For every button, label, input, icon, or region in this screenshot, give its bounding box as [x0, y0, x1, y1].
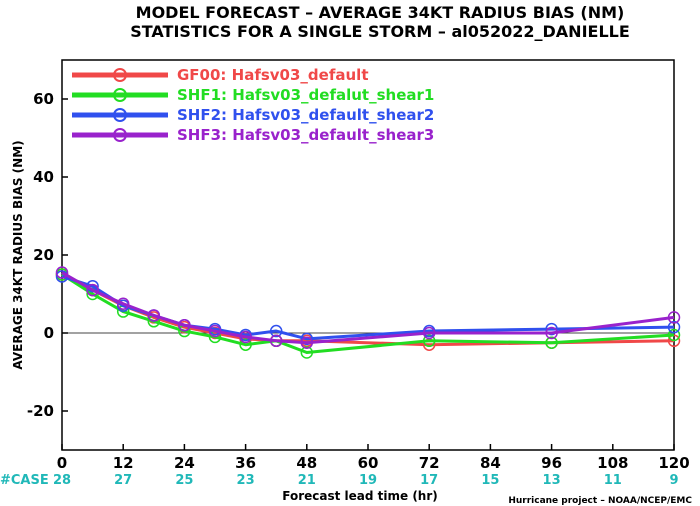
case-count: 19 [359, 473, 377, 488]
x-tick-label: 84 [480, 454, 501, 472]
series-line [61, 271, 675, 345]
legend-marker [113, 108, 127, 122]
case-count: 13 [543, 473, 561, 488]
data-point [545, 322, 558, 336]
series-line [61, 273, 675, 354]
x-tick-label: 72 [419, 454, 440, 472]
case-count: 9 [669, 473, 678, 488]
data-point [667, 328, 681, 342]
x-tick-label: 48 [296, 454, 317, 472]
x-tick-label: 108 [597, 454, 628, 472]
y-axis: -20 0 20 40 60 [27, 90, 68, 420]
series-group [55, 266, 681, 349]
x-tick-label: 120 [658, 454, 689, 472]
legend-marker [113, 128, 127, 142]
y-tick-label: 0 [44, 324, 54, 342]
x-tick-label: 36 [235, 454, 256, 472]
case-count: 17 [420, 473, 438, 488]
legend-label: SHF2: Hafsv03_default_shear2 [177, 106, 434, 124]
x-tick-label: 0 [57, 454, 67, 472]
case-count: 23 [237, 473, 255, 488]
data-point [300, 346, 314, 359]
case-count: 25 [175, 473, 193, 488]
series-layer [55, 266, 681, 359]
data-point [239, 330, 252, 344]
x-tick-label: 24 [174, 454, 195, 472]
case-count: 27 [114, 473, 132, 488]
x-axis-label: Forecast lead time (hr) [282, 489, 438, 503]
legend-label: SHF3: Hafsv03_default_shear3 [177, 126, 434, 144]
case-count: 11 [604, 473, 622, 488]
x-tick-label: 60 [358, 454, 379, 472]
data-point [667, 320, 681, 334]
x-axis: 0 12 24 36 48 60 72 84 96 108 120 [57, 444, 690, 472]
data-point [300, 336, 314, 349]
legend: GF00: Hafsv03_default SHF1: Hafsv03_defal… [72, 66, 434, 144]
legend-label: GF00: Hafsv03_default [177, 66, 368, 84]
data-point [269, 324, 283, 338]
data-point [667, 311, 681, 324]
y-tick-label: -20 [27, 402, 54, 420]
legend-marker [113, 88, 127, 102]
chart-title: MODEL FORECAST – AVERAGE 34KT RADIUS BIA… [136, 3, 625, 22]
data-point [208, 324, 222, 338]
legend-marker [113, 68, 127, 82]
data-point [269, 334, 283, 348]
case-label: #CASE [0, 473, 49, 488]
data-point [178, 318, 191, 332]
case-count: 28 [53, 473, 71, 488]
data-point [545, 336, 558, 349]
y-axis-label: AVERAGE 34KT RADIUS BIAS (NM) [11, 140, 25, 369]
y-tick-label: 20 [33, 246, 54, 264]
data-point [545, 326, 558, 340]
legend-label: SHF1: Hafsv03_defalut_shear1 [177, 86, 434, 104]
data-point [86, 283, 99, 297]
case-row: 28 27 25 23 21 19 17 15 13 11 9 [53, 473, 679, 488]
data-point [147, 309, 161, 322]
data-point [55, 266, 69, 279]
y-tick-label: 60 [33, 90, 54, 108]
case-count: 15 [481, 473, 499, 488]
data-point [116, 297, 130, 310]
data-point [422, 334, 436, 348]
data-point [300, 332, 314, 346]
x-tick-label: 12 [113, 454, 134, 472]
data-point [239, 338, 252, 351]
chart-subtitle: STATISTICS FOR A SINGLE STORM – al052022… [130, 22, 630, 41]
case-count: 21 [298, 473, 316, 488]
credit-text: Hurricane project – NOAA/NCEP/EMC [508, 496, 692, 506]
y-tick-label: 40 [33, 168, 54, 186]
x-tick-label: 96 [541, 454, 562, 472]
data-point [422, 326, 436, 340]
